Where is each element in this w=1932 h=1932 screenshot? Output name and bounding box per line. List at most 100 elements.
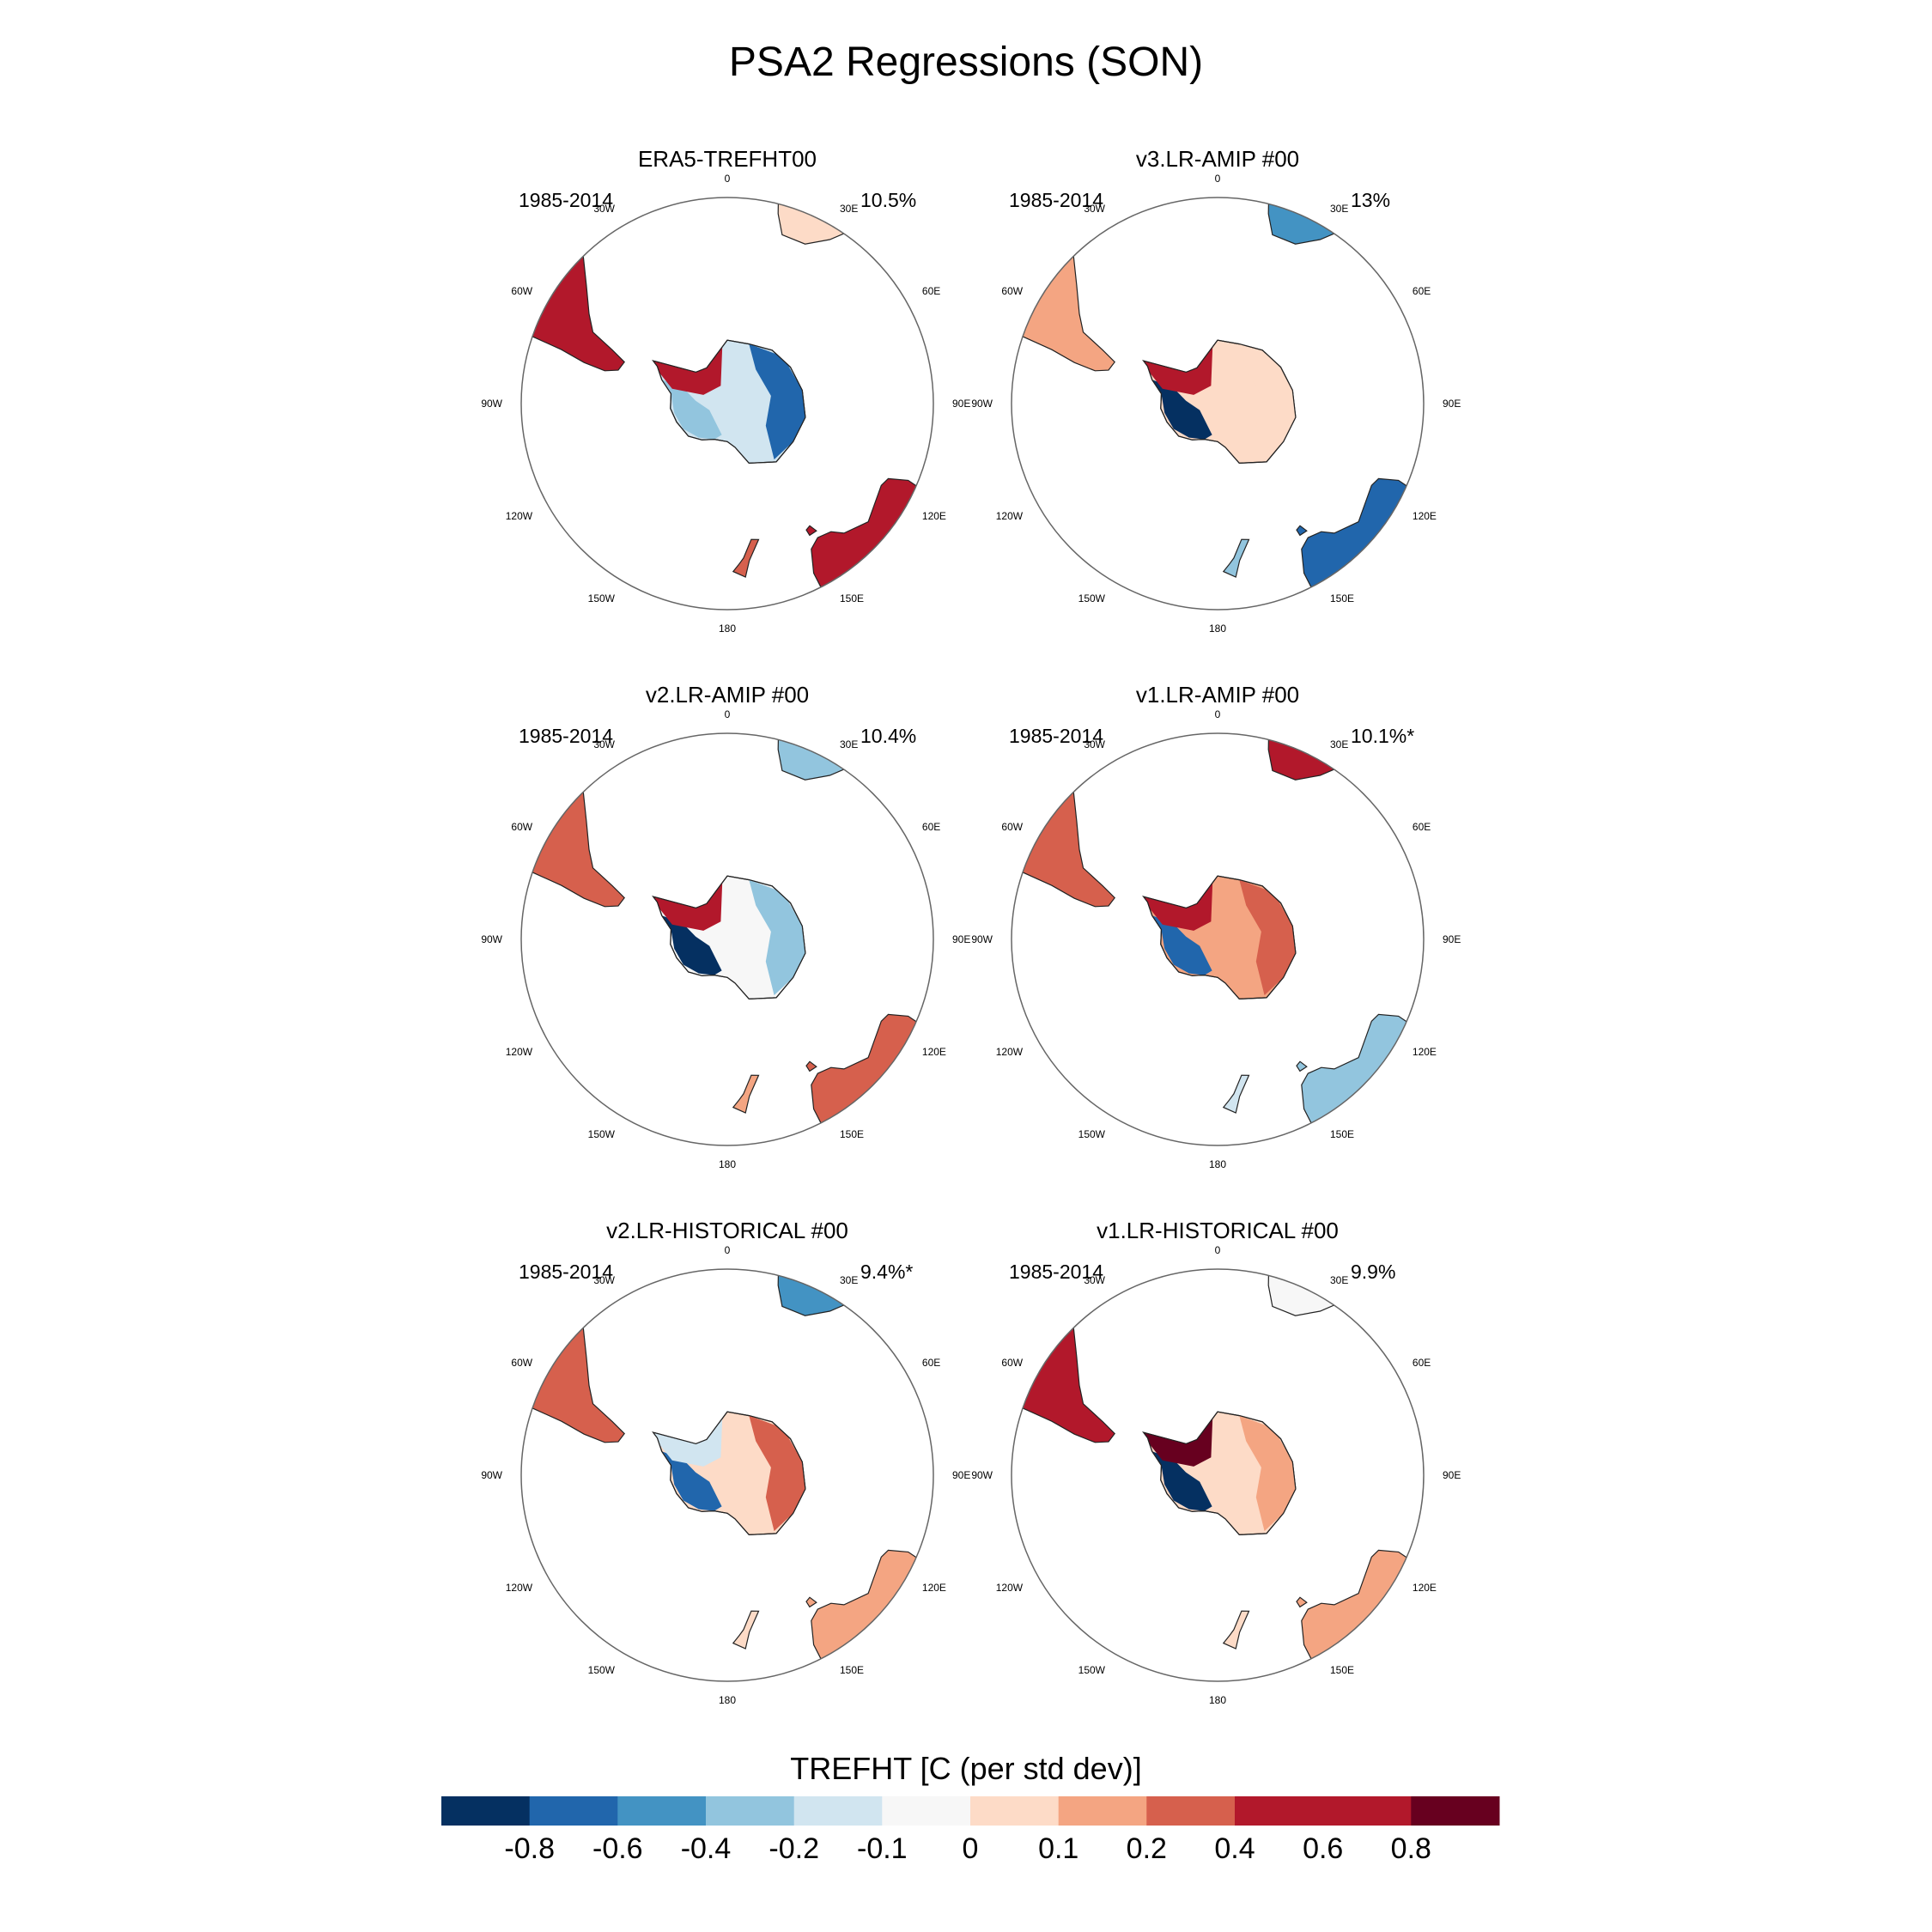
west-antarctic-anomaly [661, 380, 722, 440]
panel-title: v2.LR-HISTORICAL #00 [606, 1218, 848, 1243]
colorbar-tick-label: -0.4 [681, 1832, 732, 1865]
longitude-label: 60W [1001, 821, 1023, 833]
longitude-label: 60W [511, 821, 532, 833]
tasmania-land [1296, 1060, 1308, 1072]
longitude-label: 90E [1443, 933, 1461, 945]
longitude-label: 90E [1443, 1469, 1461, 1481]
south-america-land [521, 1274, 625, 1443]
east-antarctic-anomaly [749, 1415, 805, 1532]
colorbar-box [617, 1796, 707, 1826]
west-antarctic-anomaly [661, 915, 722, 975]
longitude-label: 60W [1001, 1357, 1023, 1369]
longitude-label: 120W [996, 510, 1024, 522]
longitude-label: 120W [506, 1046, 533, 1058]
tasmania-land [1296, 1596, 1308, 1608]
colorbar-tick-label: -0.8 [504, 1832, 555, 1865]
panel-period: 1985-2014 [519, 1261, 613, 1283]
longitude-label: 0 [1215, 173, 1221, 185]
west-antarctic-anomaly [1151, 1451, 1212, 1511]
peninsula-anomaly [1143, 346, 1213, 395]
longitude-label: 90E [952, 1469, 970, 1481]
longitude-label: 30W [1084, 1274, 1105, 1286]
longitude-label: 30E [840, 1274, 858, 1286]
longitude-label: 120E [922, 510, 946, 522]
panel-period: 1985-2014 [1009, 725, 1103, 747]
south-america-land [521, 203, 625, 372]
new-zealand-land [732, 538, 760, 578]
madagascar-land [1359, 1308, 1403, 1336]
panel-title: v3.LR-AMIP #00 [1136, 146, 1299, 172]
colorbar-box [882, 1796, 971, 1826]
tasmania-land [805, 1060, 817, 1072]
panel-title: ERA5-TREFHT00 [638, 146, 817, 172]
longitude-label: 60W [1001, 285, 1023, 297]
colorbar-box [1322, 1796, 1412, 1826]
west-antarctic-anomaly [1151, 915, 1212, 975]
panel-title: v1.LR-AMIP #00 [1136, 682, 1299, 708]
new-zealand-land [732, 1074, 760, 1114]
longitude-label: 30W [1084, 738, 1105, 750]
panel-variance: 9.4%* [860, 1261, 913, 1283]
south-america-land [1012, 203, 1115, 372]
panel-period: 1985-2014 [1009, 1261, 1103, 1283]
longitude-label: 60E [1413, 285, 1431, 297]
longitude-label: 0 [725, 173, 731, 185]
longitude-label: 90W [481, 1469, 502, 1481]
longitude-label: 90W [971, 933, 993, 945]
longitude-label: 180 [1209, 1694, 1226, 1706]
longitude-label: 60E [1413, 821, 1431, 833]
longitude-label: 120W [996, 1582, 1024, 1594]
colorbar-tick-label: 0.2 [1127, 1832, 1167, 1865]
tasmania-land [805, 525, 817, 537]
longitude-label: 60W [511, 285, 532, 297]
longitude-label: 60E [1413, 1357, 1431, 1369]
longitude-label: 180 [719, 1158, 736, 1170]
new-zealand-land [1222, 538, 1250, 578]
australia-land [1301, 1549, 1416, 1676]
map-boundary-circle [520, 732, 934, 1146]
figure-title: PSA2 Regressions (SON) [729, 39, 1203, 85]
longitude-label: 120W [506, 1582, 533, 1594]
longitude-label: 90E [1443, 398, 1461, 410]
longitude-label: 180 [719, 1694, 736, 1706]
colorbar-box [793, 1796, 883, 1826]
australia-land [811, 1013, 926, 1140]
map-panel: 0 30E 60E 90E 120E 150E 180 150W 120W 90W 60W 30W v2… [481, 1218, 970, 1706]
longitude-label: 30E [1330, 738, 1348, 750]
panel-variance: 10.1%* [1351, 725, 1414, 747]
panel-title: v2.LR-AMIP #00 [646, 682, 809, 708]
longitude-label: 30E [1330, 203, 1348, 215]
colorbar-tick-label: -0.2 [769, 1832, 819, 1865]
new-zealand-land [732, 1610, 760, 1649]
peninsula-anomaly [1143, 882, 1213, 931]
peninsula-anomaly [653, 1418, 723, 1467]
colorbar-tick-label: 0.6 [1303, 1832, 1343, 1865]
colorbar-box [970, 1796, 1060, 1826]
longitude-label: 60E [922, 285, 940, 297]
south-america-land [1012, 738, 1115, 908]
map-boundary-circle [520, 197, 934, 611]
longitude-label: 150E [840, 1664, 864, 1676]
map-boundary-circle [520, 1268, 934, 1682]
longitude-label: 120E [1413, 510, 1437, 522]
longitude-label: 30W [593, 1274, 615, 1286]
west-antarctic-anomaly [1151, 380, 1212, 440]
colorbar-box [1235, 1796, 1324, 1826]
south-america-land [1012, 1274, 1115, 1443]
panels-group: 0 30E 60E 90E 120E 150E 180 150W 120W 90W 60W 30W ER… [481, 146, 1461, 1706]
longitude-label: 30E [840, 738, 858, 750]
panel-period: 1985-2014 [1009, 189, 1103, 211]
longitude-label: 120E [922, 1582, 946, 1594]
longitude-label: 90W [481, 933, 502, 945]
longitude-label: 30W [593, 738, 615, 750]
panel-period: 1985-2014 [519, 189, 613, 211]
east-antarctic-anomaly [749, 343, 805, 460]
colorbar-tick-label: 0 [963, 1832, 979, 1865]
map-panel: 0 30E 60E 90E 120E 150E 180 150W 120W 90W 60W 30W v3… [971, 146, 1461, 635]
longitude-label: 60W [511, 1357, 532, 1369]
australia-land [811, 477, 926, 605]
colorbar-box [1058, 1796, 1147, 1826]
colorbar-box [529, 1796, 618, 1826]
longitude-label: 150E [1330, 592, 1354, 605]
longitude-label: 90E [952, 398, 970, 410]
